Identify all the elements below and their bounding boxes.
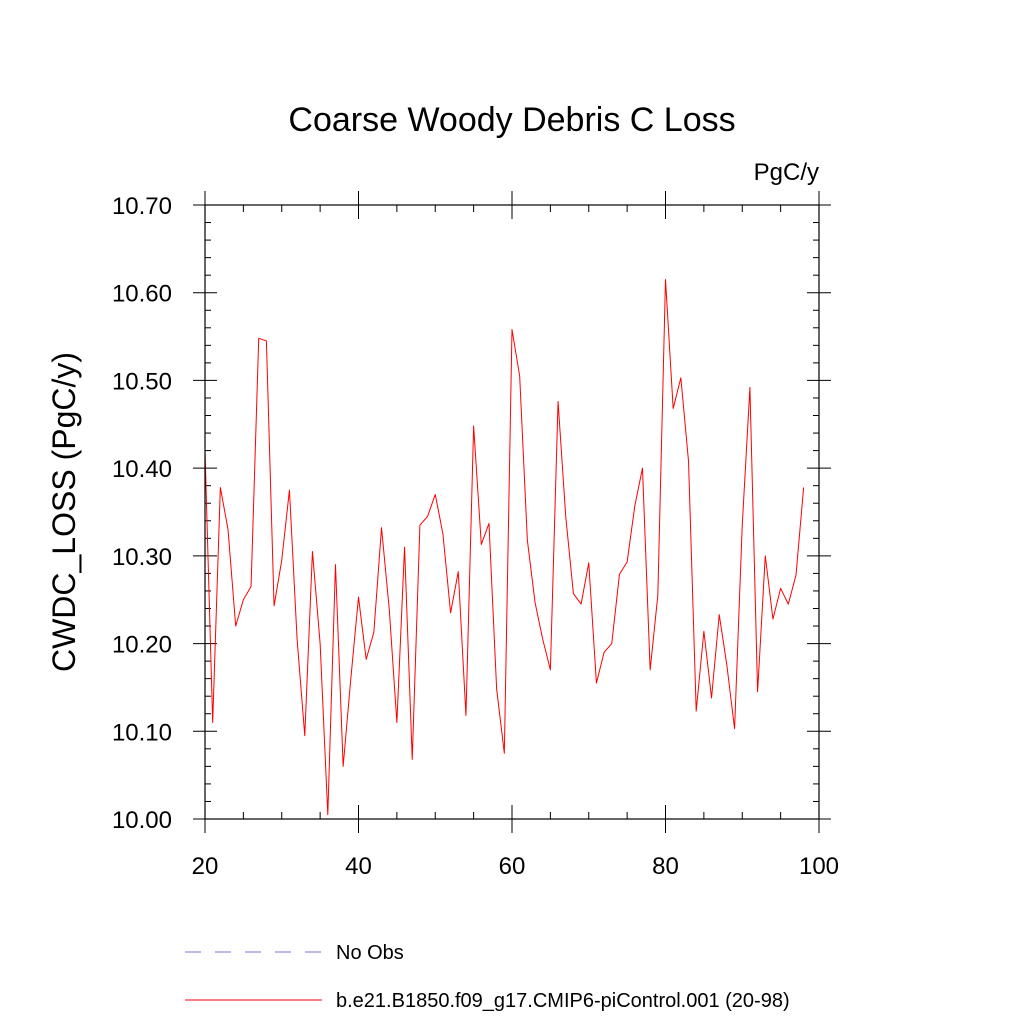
chart-title: Coarse Woody Debris C Loss: [288, 101, 735, 139]
x-tick-label: 60: [499, 853, 526, 880]
x-tick-label: 20: [192, 853, 219, 880]
y-tick-label: 10.40: [112, 456, 172, 483]
legend: No Obs b.e21.B1850.f09_g17.CMIP6-piContro…: [185, 942, 790, 1012]
legend-label: b.e21.B1850.f09_g17.CMIP6-piControl.001 …: [336, 990, 790, 1012]
y-tick-label: 10.60: [112, 281, 172, 308]
y-tick-label: 10.20: [112, 632, 172, 659]
series-line: [204, 279, 805, 816]
series-layer: [204, 279, 805, 816]
y-tick-label: 10.50: [112, 368, 172, 395]
axis-tick-labels: 20 40 60 80 100 10.00 10.10 10.20 10.30 10.40 10.5…: [112, 193, 839, 880]
y-tick-label: 10.00: [112, 807, 172, 834]
x-tick-label: 40: [345, 853, 372, 880]
y-tick-label: 10.10: [112, 719, 172, 746]
y-axis-label: CWDC_LOSS (PgC/y): [46, 352, 82, 672]
y-tick-label: 10.30: [112, 544, 172, 571]
x-tick-label: 80: [652, 853, 679, 880]
legend-label: No Obs: [336, 942, 404, 964]
plot-frame: [204, 204, 820, 820]
axis-ticks: [193, 191, 831, 833]
x-tick-label: 100: [799, 853, 839, 880]
units-label: PgC/y: [754, 159, 819, 186]
y-tick-label: 10.70: [112, 193, 172, 220]
